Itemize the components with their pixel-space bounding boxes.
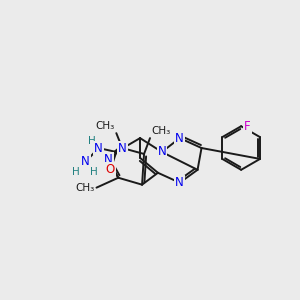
Text: F: F (244, 120, 251, 133)
Text: CH₃: CH₃ (75, 183, 94, 193)
Text: N: N (104, 153, 113, 167)
Text: H: H (88, 136, 95, 146)
Text: CH₃: CH₃ (95, 121, 114, 131)
Text: O: O (106, 163, 115, 176)
Text: N: N (94, 142, 103, 154)
Text: N: N (158, 146, 166, 158)
Text: CH₃: CH₃ (151, 126, 170, 136)
Text: N: N (175, 132, 184, 145)
Text: N: N (81, 155, 90, 168)
Text: N: N (175, 176, 184, 189)
Text: N: N (118, 142, 127, 154)
Text: H: H (90, 167, 98, 177)
Text: H: H (72, 167, 80, 177)
